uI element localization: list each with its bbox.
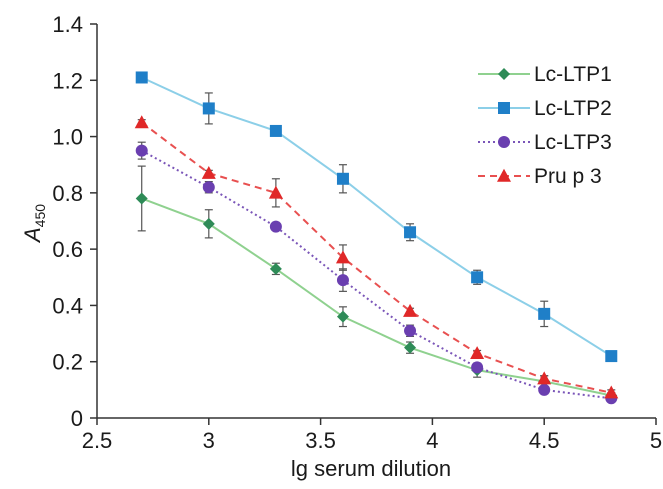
y-tick-label: 1.2 <box>52 68 83 93</box>
y-tick-label: 1.0 <box>52 125 83 150</box>
y-tick-label: 0.2 <box>52 350 83 375</box>
x-tick-label: 3 <box>203 428 215 453</box>
pru-p-3-point <box>537 371 552 385</box>
lc-ltp2-point <box>538 307 551 320</box>
lc-ltp2-point <box>471 271 484 284</box>
pru-p-3-point <box>268 185 283 199</box>
legend-label-lc-ltp3: Lc-LTP3 <box>534 131 612 154</box>
error-bars <box>137 74 616 402</box>
pru-p-3-line <box>141 121 612 394</box>
y-tick-label: 0.6 <box>52 237 83 262</box>
y-tick-label: 1.4 <box>52 12 83 37</box>
pru-p-3-point <box>201 165 216 179</box>
lc-ltp2-point <box>336 172 349 185</box>
y-tick-label: 0.8 <box>52 181 83 206</box>
series-lines <box>141 76 612 400</box>
lc-ltp2-point <box>269 124 282 137</box>
lc-ltp1-point <box>202 217 215 230</box>
series-markers <box>134 71 619 405</box>
x-tick-label: 4.5 <box>529 428 560 453</box>
lc-ltp3-point <box>135 144 148 157</box>
y-axis-title: A450 <box>20 204 48 244</box>
lc-ltp3-point <box>404 324 417 337</box>
x-tick-label: 3.5 <box>305 428 336 453</box>
lc-ltp3-point <box>471 361 484 374</box>
lc-ltp1-point <box>404 341 417 354</box>
lc-ltp1-point <box>135 192 148 205</box>
legend: Lc-LTP1 Lc-LTP2 Lc-LTP3 Pru p 3 <box>478 63 612 188</box>
legend-marker-pru-p-3 <box>497 168 511 182</box>
x-tick-label: 2.5 <box>82 428 113 453</box>
y-tick-label: 0 <box>71 406 83 431</box>
lc-ltp3-point <box>336 274 349 287</box>
lc-ltp2-point <box>202 102 215 115</box>
legend-marker-lc-ltp2 <box>498 102 510 114</box>
lc-ltp3-point <box>538 383 551 396</box>
lc-ltp1-point <box>269 262 282 275</box>
legend-label-lc-ltp2: Lc-LTP2 <box>534 97 612 120</box>
lc-ltp2-point <box>605 350 618 363</box>
axes <box>90 23 657 425</box>
pru-p-3-point <box>134 115 149 129</box>
legend-label-pru-p-3: Pru p 3 <box>534 165 602 188</box>
x-tick-label: 4 <box>426 428 438 453</box>
x-tick-label: 5 <box>650 428 662 453</box>
lc-ltp2-point <box>135 71 148 84</box>
tick-labels: 2.5 3 3.5 4 4.5 5 0 0.2 0.4 0.6 0.8 1.0 1.2 1.4 <box>52 12 662 453</box>
lc-ltp1-line <box>141 197 612 397</box>
legend-label-lc-ltp1: Lc-LTP1 <box>534 63 612 86</box>
pru-p-3-point <box>604 385 619 399</box>
x-axis-title: lg serum dilution <box>291 456 451 481</box>
pru-p-3-point <box>335 250 350 264</box>
pru-p-3-point <box>403 303 418 317</box>
legend-marker-lc-ltp3 <box>498 136 510 148</box>
y-axis-title-base: A <box>20 227 45 244</box>
lc-ltp2-line <box>141 76 612 357</box>
y-axis-title-subscript: 450 <box>32 204 48 228</box>
lc-ltp2-point <box>404 226 417 239</box>
y-tick-label: 0.4 <box>52 293 83 318</box>
lc-ltp3-point <box>202 181 215 194</box>
lc-ltp3-point <box>269 220 282 233</box>
pru-p-3-point <box>470 346 485 360</box>
lc-ltp1-point <box>336 310 349 323</box>
legend-marker-lc-ltp1 <box>498 68 510 80</box>
